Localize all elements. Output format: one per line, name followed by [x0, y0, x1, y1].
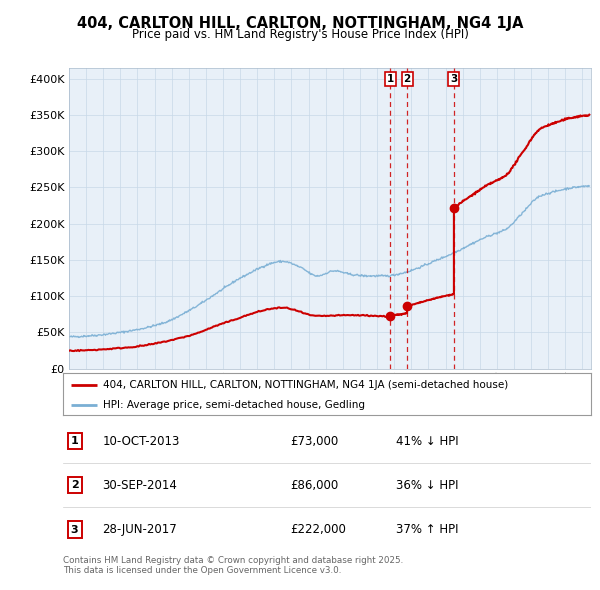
Text: 36% ↓ HPI: 36% ↓ HPI: [395, 478, 458, 492]
Text: 37% ↑ HPI: 37% ↑ HPI: [395, 523, 458, 536]
Text: HPI: Average price, semi-detached house, Gedling: HPI: Average price, semi-detached house,…: [103, 400, 365, 409]
Text: 1: 1: [387, 74, 394, 84]
Text: 41% ↓ HPI: 41% ↓ HPI: [395, 434, 458, 448]
Text: £73,000: £73,000: [290, 434, 338, 448]
Text: Price paid vs. HM Land Registry's House Price Index (HPI): Price paid vs. HM Land Registry's House …: [131, 28, 469, 41]
Text: 3: 3: [71, 525, 79, 535]
Text: 3: 3: [450, 74, 458, 84]
Text: Contains HM Land Registry data © Crown copyright and database right 2025.
This d: Contains HM Land Registry data © Crown c…: [63, 556, 403, 575]
Text: 10-OCT-2013: 10-OCT-2013: [103, 434, 180, 448]
Text: 1: 1: [71, 436, 79, 446]
Text: £86,000: £86,000: [290, 478, 338, 492]
Text: 404, CARLTON HILL, CARLTON, NOTTINGHAM, NG4 1JA (semi-detached house): 404, CARLTON HILL, CARLTON, NOTTINGHAM, …: [103, 380, 508, 390]
Text: 2: 2: [71, 480, 79, 490]
Text: 28-JUN-2017: 28-JUN-2017: [103, 523, 178, 536]
Text: 30-SEP-2014: 30-SEP-2014: [103, 478, 178, 492]
Text: £222,000: £222,000: [290, 523, 346, 536]
Text: 2: 2: [403, 74, 410, 84]
Text: 404, CARLTON HILL, CARLTON, NOTTINGHAM, NG4 1JA: 404, CARLTON HILL, CARLTON, NOTTINGHAM, …: [77, 16, 523, 31]
